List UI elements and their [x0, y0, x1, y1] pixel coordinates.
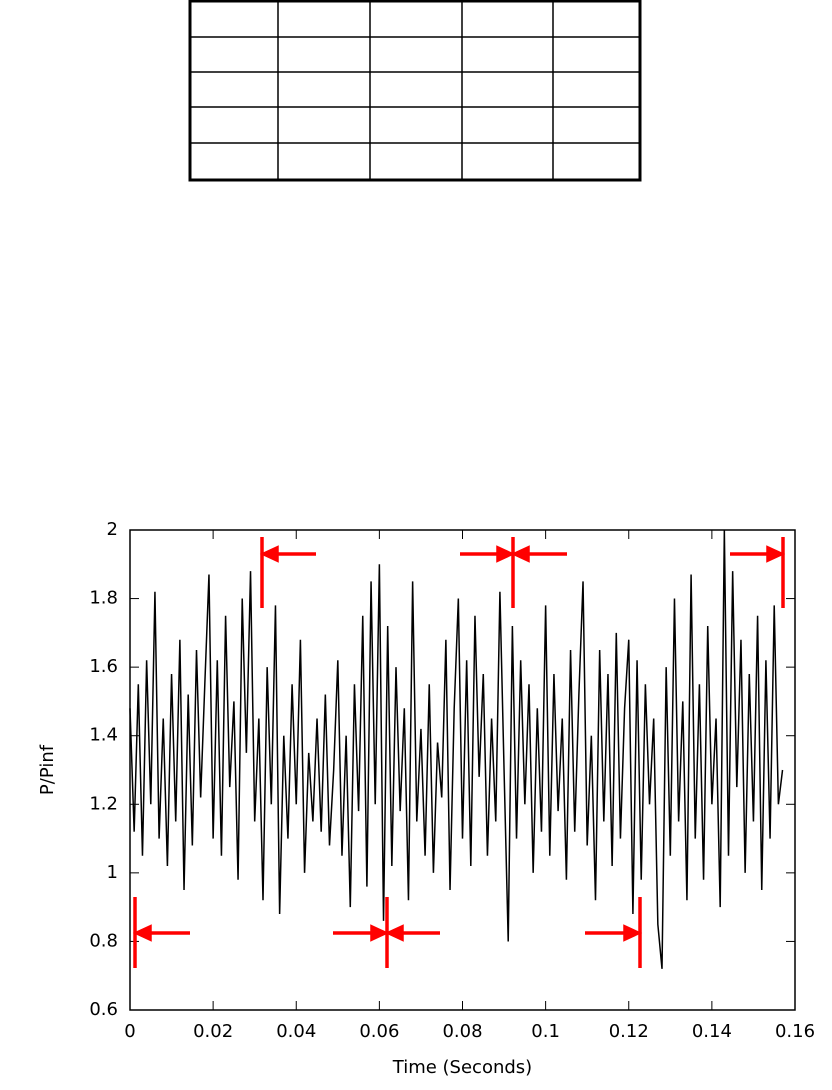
- x-tick-label: 0.1: [531, 1021, 560, 1042]
- x-tick-label: 0.08: [442, 1021, 482, 1042]
- x-tick-label: 0.06: [359, 1021, 399, 1042]
- x-tick-label: 0.14: [692, 1021, 732, 1042]
- y-tick-label: 0.6: [89, 999, 118, 1020]
- x-tick-label: 0.12: [609, 1021, 649, 1042]
- y-tick-label: 2: [107, 519, 118, 540]
- x-tick-label: 0.02: [193, 1021, 233, 1042]
- x-tick-label: 0.16: [775, 1021, 815, 1042]
- y-tick-label: 1.8: [89, 588, 118, 609]
- markers: [132, 537, 786, 968]
- empty-table: [188, 0, 642, 182]
- plot-frame: [129, 529, 796, 1011]
- y-tick-label: 1: [107, 862, 118, 883]
- y-tick-label: 1.2: [89, 793, 118, 814]
- table-grid: [190, 1, 640, 180]
- x-tick-label: 0.04: [276, 1021, 316, 1042]
- y-tick-label: 1.4: [89, 725, 118, 746]
- plot: 0.6 0.8 1 1.2 1.4 1.6 1.8 2 0 0.02 0.04 0.06 0.08 0.1…: [37, 519, 815, 1078]
- x-tick-label: 0: [124, 1021, 135, 1042]
- y-tick-label: 1.6: [89, 656, 118, 677]
- x-axis-label: Time (Seconds): [392, 1057, 532, 1078]
- table-frame: [188, 0, 642, 182]
- y-axis-label: P/Pinf: [37, 744, 58, 795]
- y-tick-label: 0.8: [89, 930, 118, 951]
- data-line: [129, 529, 784, 969]
